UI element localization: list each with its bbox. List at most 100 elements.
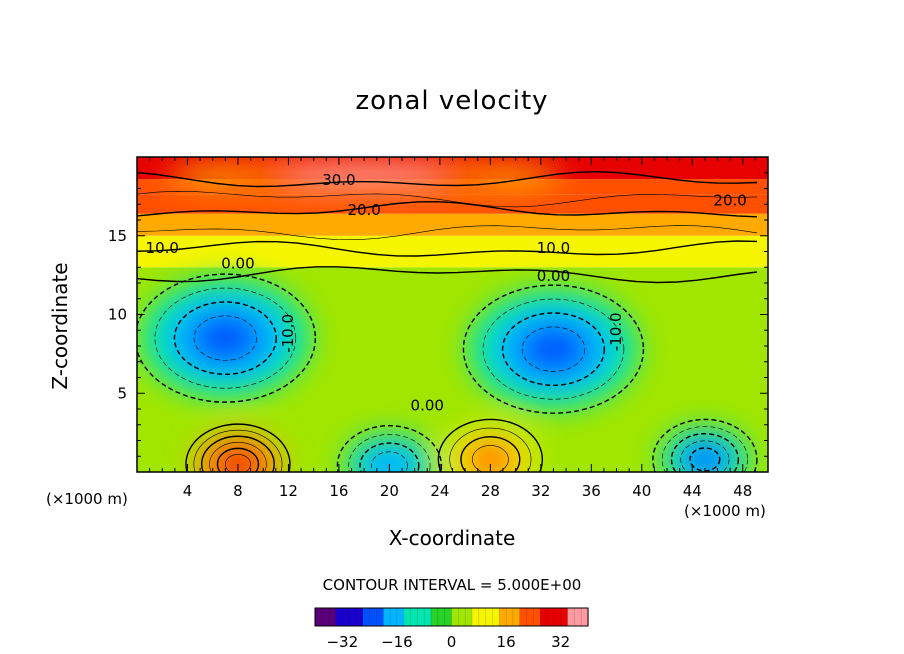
field-band-2 xyxy=(137,213,768,236)
colorbar-cell xyxy=(519,607,528,627)
colorbar-cell xyxy=(485,607,494,627)
contour-ring-5-2 xyxy=(460,436,521,472)
anomaly-0-2 xyxy=(284,168,445,184)
colorbar-cell xyxy=(499,607,507,627)
contour-line-1 xyxy=(137,240,758,257)
contour-ring-3-3 xyxy=(209,442,267,472)
field-band-3 xyxy=(137,194,768,214)
colorbar-cell xyxy=(417,607,425,627)
colorbar-cell xyxy=(423,607,432,627)
contour-line-2 xyxy=(137,225,758,241)
colorbar-cell xyxy=(389,607,398,627)
x-tick-label-6: 28 xyxy=(481,482,500,500)
colorbar-cell xyxy=(464,607,473,627)
contour-label-9: -10.0 xyxy=(607,312,625,351)
contour-lines xyxy=(137,170,758,472)
contour-ring-3-0 xyxy=(185,423,291,472)
contour-label-0: 30.0 xyxy=(322,171,355,189)
anomaly-2-2 xyxy=(519,325,588,374)
contour-labels: 30.0 20.0 20.0 10.0 10.0 0.00 0.00 0.00 -10.0 -10… xyxy=(146,171,747,414)
field-band-1 xyxy=(137,235,768,268)
contour-ring-4-0 xyxy=(336,425,443,472)
anomaly-5-2 xyxy=(472,446,509,472)
colorbar-cell xyxy=(478,607,487,627)
contour-ring-1-1 xyxy=(154,287,297,389)
x-tick-label-8: 36 xyxy=(582,482,601,500)
colorbar-tick-2: 0 xyxy=(447,633,457,651)
colorbar-cell xyxy=(580,607,589,627)
y-axis-ticks: 5 10 15 xyxy=(108,172,768,457)
contour-label-5: 0.00 xyxy=(221,255,254,273)
colorbar-tick-0: −32 xyxy=(326,633,358,651)
colorbar-cell xyxy=(451,607,460,627)
contour-label-7: 0.00 xyxy=(411,396,444,414)
colorbar-cell xyxy=(553,607,562,627)
colorbar-cell xyxy=(410,607,419,627)
contour-ring-3-2 xyxy=(201,435,275,472)
colorbar-cell xyxy=(539,607,548,627)
colorbar: −32 −16 0 16 32 xyxy=(314,607,589,651)
contour-ring-4-2 xyxy=(359,442,420,472)
x-tick-label-9: 40 xyxy=(632,482,651,500)
contour-ring-4-3 xyxy=(371,451,408,472)
colorbar-cell xyxy=(430,607,439,627)
x-unit-label-left: (×1000 m) xyxy=(46,490,128,508)
contour-ring-4-1 xyxy=(348,434,431,472)
colorbar-tick-4: 32 xyxy=(551,633,570,651)
contour-ring-1-3 xyxy=(193,315,257,361)
contour-label-2: 20.0 xyxy=(713,192,746,210)
contour-ring-2-3 xyxy=(521,326,586,372)
x-tick-label-2: 12 xyxy=(279,482,298,500)
chart-title: zonal velocity xyxy=(355,86,549,116)
colorbar-frame xyxy=(314,607,589,627)
colorbar-cell xyxy=(505,607,514,627)
colorbar-cell xyxy=(567,607,576,627)
x-unit-label-right: (×1000 m) xyxy=(684,502,766,520)
contour-label-4: 10.0 xyxy=(537,239,570,257)
colorbar-tick-1: −16 xyxy=(381,633,413,651)
contour-ring-5-0 xyxy=(437,418,544,472)
x-tick-label-3: 16 xyxy=(329,482,348,500)
contour-line-4 xyxy=(137,190,758,208)
colorbar-cell xyxy=(492,607,501,627)
colorbar-cell xyxy=(342,607,350,627)
contour-ring-2-2 xyxy=(501,312,606,387)
contour-label-6: 0.00 xyxy=(537,267,570,285)
x-tick-label-1: 8 xyxy=(233,482,243,500)
colorbar-cell xyxy=(533,607,541,627)
colorbar-cell xyxy=(471,607,480,627)
contour-ring-1-2 xyxy=(173,301,277,375)
colorbar-cell xyxy=(369,607,378,627)
y-tick-label-0: 5 xyxy=(117,384,127,402)
colorbar-cell xyxy=(458,607,466,627)
contour-ring-1-0 xyxy=(137,273,317,403)
x-tick-label-0: 4 xyxy=(183,482,193,500)
colorbar-cell xyxy=(546,607,555,627)
colorbar-cell xyxy=(362,607,371,627)
colorbar-cell xyxy=(383,607,391,627)
anomaly-6-2 xyxy=(686,446,723,472)
x-axis-ticks: 4 8 12 16 20 24 28 32 36 40 44 48 xyxy=(149,157,756,500)
colorbar-cell xyxy=(512,607,521,627)
colorbar-cell xyxy=(376,607,384,627)
contour-label-1: 20.0 xyxy=(347,201,380,219)
contour-ring-3-1 xyxy=(193,429,283,472)
contour-ring-5-1 xyxy=(449,427,532,472)
colorbar-cell xyxy=(335,607,344,627)
contour-ring-2-0 xyxy=(462,284,645,414)
y-tick-label-2: 15 xyxy=(108,227,127,245)
colorbar-cell xyxy=(560,607,569,627)
contour-ring-2-1 xyxy=(482,298,625,400)
contour-label-3: 10.0 xyxy=(146,239,179,257)
x-axis-label: X-coordinate xyxy=(388,526,516,550)
x-tick-label-7: 32 xyxy=(531,482,550,500)
colorbar-cell xyxy=(355,607,364,627)
contour-ring-3-4 xyxy=(216,447,260,472)
contour-ring-3-5 xyxy=(225,454,251,472)
colorbar-cell xyxy=(396,607,405,627)
contour-line-3 xyxy=(137,200,758,218)
colorbar-cell xyxy=(444,607,453,627)
contour-label-8: -10.0 xyxy=(279,314,297,353)
contour-ring-6-3 xyxy=(680,440,730,472)
colorbar-cell xyxy=(328,607,337,627)
